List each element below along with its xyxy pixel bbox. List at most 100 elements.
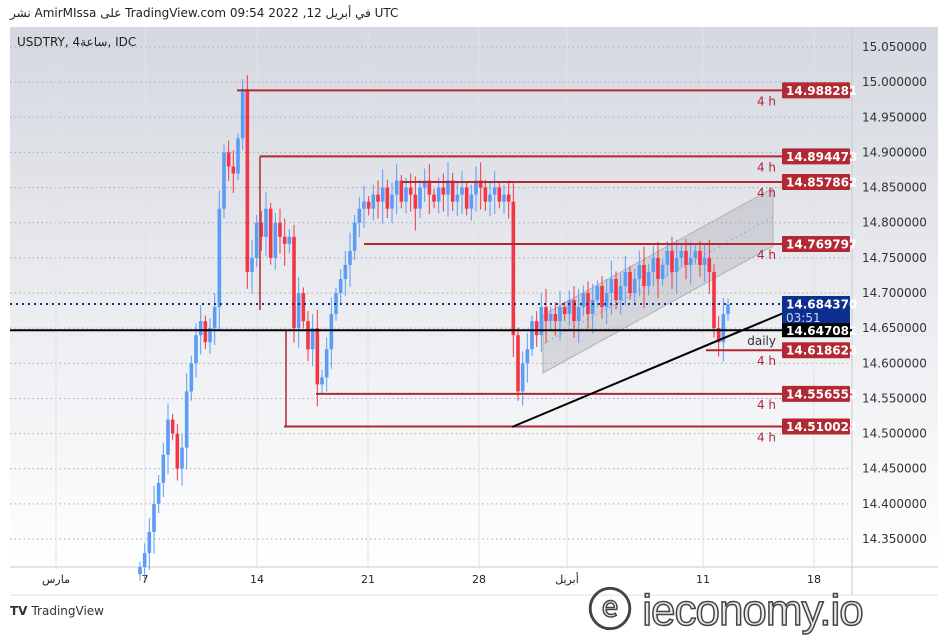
candle-body: [329, 314, 334, 350]
x-tick-label: 28: [472, 573, 486, 586]
candle-body: [166, 419, 170, 455]
candle-body: [637, 264, 642, 279]
candle-body: [268, 208, 273, 258]
x-tick-label: 11: [696, 573, 710, 586]
candle-body: [352, 222, 357, 251]
daily-price-label: 14.647082: [786, 324, 857, 338]
price-axis-background: [852, 27, 938, 567]
candle-body: [502, 194, 506, 202]
candle-body: [380, 187, 385, 202]
candle-body: [184, 391, 189, 448]
daily-label: daily: [747, 334, 776, 348]
candle-body: [175, 433, 180, 469]
candle-body: [609, 278, 614, 294]
y-tick-label: 15.050000: [862, 40, 927, 54]
candle-body: [576, 307, 581, 322]
candle-body: [357, 208, 362, 223]
candle-body: [441, 187, 446, 195]
candle-body: [194, 335, 198, 364]
candle-body: [208, 328, 212, 343]
tv-logo-icon: TV: [10, 604, 28, 618]
candle-body: [264, 208, 268, 237]
candle-body: [646, 271, 651, 286]
candle-body: [623, 271, 628, 286]
candle-body: [394, 180, 399, 195]
price-label: 14.510024: [786, 420, 857, 434]
candle-body: [399, 180, 404, 202]
candle-body: [254, 222, 259, 258]
candle-body: [427, 180, 432, 195]
candle-body: [665, 250, 670, 265]
candle-body: [553, 314, 558, 322]
candle-body: [138, 567, 142, 575]
candle-body: [716, 328, 721, 343]
candle-body: [558, 307, 562, 322]
last-price-badge: [782, 296, 850, 327]
candle-body: [548, 314, 553, 322]
price-label: 14.769797: [786, 237, 857, 251]
y-tick-label: 14.350000: [862, 532, 927, 546]
timeframe-label: 4 h: [757, 186, 776, 200]
candle-body: [516, 335, 520, 392]
watermark-text: ieconomy.io: [641, 586, 864, 635]
candle-body: [245, 89, 250, 272]
candle-body: [483, 187, 488, 202]
candle-body: [217, 208, 222, 308]
candle-body: [236, 138, 240, 174]
candle-body: [478, 180, 483, 188]
trend-line: [511, 303, 806, 428]
last-price-label: 14.684370: [786, 298, 857, 312]
y-tick-label: 14.950000: [862, 110, 927, 124]
price-label-badge: [782, 385, 850, 402]
x-tick-label: 21: [361, 573, 375, 586]
x-tick-label: 18: [807, 573, 821, 586]
y-tick-label: 14.800000: [862, 216, 927, 230]
candle-body: [628, 271, 632, 294]
candle-body: [310, 328, 315, 350]
candle-body: [693, 250, 698, 258]
candle-body: [436, 187, 441, 202]
price-label: 14.857862: [786, 176, 857, 190]
candle-body: [404, 187, 408, 202]
candle-body: [320, 377, 324, 385]
daily-price-badge: [782, 323, 850, 338]
candle-body: [348, 250, 352, 265]
candle-body: [142, 553, 147, 568]
candle-body: [679, 250, 684, 258]
candle-body: [198, 321, 203, 336]
plot-background: [10, 27, 852, 567]
candle-body: [170, 419, 175, 434]
timeframe-label: 4 h: [757, 248, 776, 262]
timeframe-label: 4 h: [757, 94, 776, 108]
candle-body: [301, 293, 306, 322]
candle-body: [460, 187, 464, 195]
candle-body: [273, 222, 278, 258]
candle-body: [511, 201, 516, 336]
y-tick-label: 14.750000: [862, 251, 927, 265]
candle-body: [446, 180, 450, 195]
y-tick-label: 15.000000: [862, 75, 927, 89]
candle-body: [292, 236, 296, 329]
candle-body: [684, 250, 688, 265]
timeframe-label: 4 h: [757, 354, 776, 368]
candle-body: [595, 285, 600, 301]
symbol-legend: USDTRY, 4ساعة, IDC: [17, 35, 136, 49]
candle-body: [525, 349, 530, 364]
candle-body: [600, 285, 604, 308]
candle-body: [306, 321, 310, 350]
candle-body: [161, 454, 166, 483]
candle-body: [343, 264, 348, 279]
price-label: 14.988281: [786, 84, 857, 98]
y-tick-label: 14.900000: [862, 145, 927, 159]
candle-body: [156, 482, 161, 504]
candle-body: [422, 180, 427, 188]
candle-body: [432, 194, 436, 202]
price-label-badge: [782, 418, 850, 435]
candle-body: [632, 278, 637, 294]
price-label-badge: [782, 148, 850, 165]
candle-body: [418, 187, 422, 209]
tradingview-logo[interactable]: TV TradingView: [10, 604, 104, 618]
candle-body: [231, 166, 236, 174]
candle-body: [572, 300, 576, 322]
